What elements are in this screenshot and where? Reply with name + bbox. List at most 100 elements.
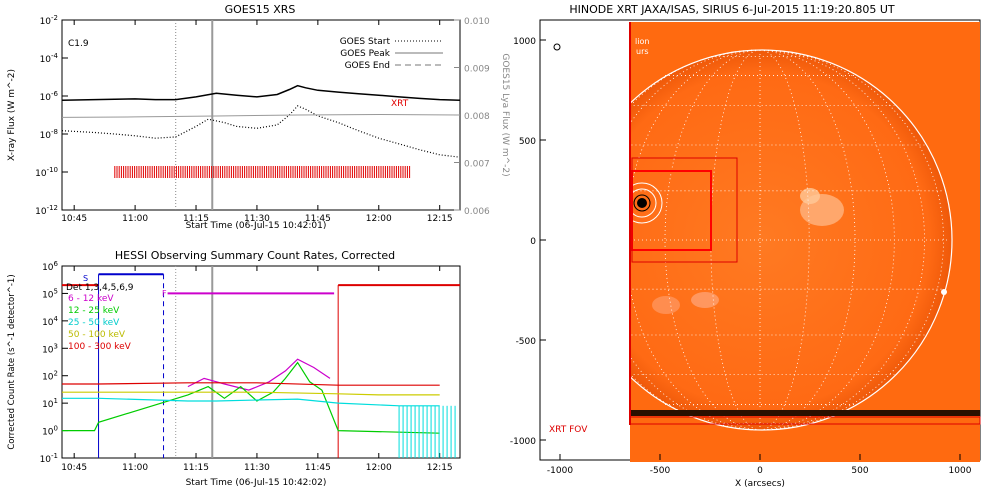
xrt-image-bottom-edge — [630, 410, 980, 416]
grid-lon-19 — [759, 49, 895, 431]
hessi-x-ticks: 10:45 11:00 11:15 11:30 11:45 12:00 12:15 — [61, 266, 453, 473]
hessi-ylabel: Corrected Count Rate (s^-1 detector^-1) — [7, 274, 17, 449]
hessi-series-0 — [187, 358, 331, 391]
goes-xtick-label-2: 11:15 — [183, 214, 209, 224]
hessi-series-4 — [62, 382, 440, 386]
goes-series-long — [61, 84, 461, 101]
goes-xtick-label-0: 10:45 — [61, 214, 87, 224]
goes-ytick-label-2: 10-8 — [40, 128, 58, 141]
legend-goes-end: GOES End — [345, 61, 390, 71]
plage-region-west — [652, 296, 680, 314]
xrt-ytick-label-0: -1000 — [510, 437, 536, 447]
hessi-title: HESSI Observing Summary Count Rates, Cor… — [115, 249, 395, 262]
goes-ytick-label-3: 10-6 — [40, 90, 59, 103]
grid-lon-17 — [759, 49, 810, 431]
xrt-ytick-label-2: 0 — [530, 237, 536, 247]
active-region-core — [800, 188, 820, 204]
hessi-xtick-label-5: 12:00 — [366, 463, 392, 473]
goes-title: GOES15 XRS — [225, 3, 296, 16]
xrt-ytick-label-3: 500 — [519, 137, 536, 147]
goes-y2tick-label-2: 0.008 — [464, 112, 490, 122]
hessi-fov-box-outer — [631, 157, 738, 263]
hessi-legend: Det 1,3,4,5,6,9 6 - 12 keV 12 - 25 keV 2… — [66, 283, 134, 352]
goes-ytick-label-0: 10-12 — [35, 204, 58, 217]
hessi-series-3 — [62, 391, 440, 396]
hessi-plot-area — [62, 266, 460, 458]
legend-goes-peak: GOES Peak — [340, 49, 390, 59]
goes-y2tick-label-4: 0.010 — [464, 17, 490, 27]
xrt-fov-bottom-edge — [629, 416, 981, 425]
goes-xlabel: Start Time (06-Jul-15 10:42:01) — [186, 221, 327, 231]
xrt-xtick-label-3: 500 — [851, 466, 868, 476]
legend-50-100: 50 - 100 keV — [68, 330, 126, 340]
hessi-xtick-label-0: 10:45 — [61, 463, 87, 473]
hessi-y-ticks: 10-1 100 101 102 103 104 105 106 — [40, 260, 68, 465]
goes-y-ticks: 10-12 10-10 10-8 10-6 10-4 10-2 — [35, 14, 68, 217]
goes-ytick-label-5: 10-2 — [40, 14, 58, 27]
hessi-ytick-label-0: 10-1 — [40, 452, 58, 465]
goes-ytick-label-1: 10-10 — [35, 166, 58, 179]
xrt-xtick-label-0: -1000 — [547, 466, 573, 476]
legend-goes-start: GOES Start — [340, 37, 391, 47]
goes-y2-ticks: 0.006 0.007 0.008 0.009 0.010 — [454, 17, 490, 217]
hessi-xlabel: Start Time (06-Jul-15 10:42:02) — [186, 478, 327, 488]
grid-lon-21 — [759, 49, 944, 431]
label-urs: urs — [636, 47, 649, 56]
hessi-ytick-label-2: 101 — [42, 397, 58, 410]
hessi-series-1 — [62, 361, 440, 434]
goes-class-label: C1.9 — [68, 39, 89, 49]
hessi-ytick-label-4: 103 — [42, 342, 58, 355]
legend-detectors: Det 1,3,4,5,6,9 — [66, 283, 134, 293]
xrt-fov-label: XRT FOV — [549, 425, 588, 435]
goes-legend: GOES Start GOES Peak GOES End — [340, 37, 443, 71]
plage-region — [691, 292, 719, 308]
xrt-image — [630, 22, 980, 462]
goes-y2tick-label-1: 0.007 — [464, 160, 490, 170]
goes-x-ticks: 10:45 11:00 11:15 11:30 11:45 12:00 12:15 — [61, 20, 453, 224]
legend-6-12: 6 - 12 keV — [68, 294, 114, 304]
flare-contour-3 — [630, 182, 663, 224]
xrt-ytick-label-4: 1000 — [513, 37, 536, 47]
goes-ylabel: X-ray Flux (W m^-2) — [7, 69, 17, 161]
xrt-ytick-label-1: -500 — [516, 337, 537, 347]
xrt-x-ticks: -1000 -500 0 500 1000 — [547, 454, 972, 476]
xrt-annotation: XRT — [391, 99, 409, 109]
hessi-frame — [61, 265, 461, 459]
goes-xtick-label-5: 12:00 — [366, 214, 392, 224]
goes-xtick-label-1: 11:00 — [122, 214, 148, 224]
legend-12-25: 12 - 25 keV — [68, 306, 120, 316]
flag-f: F — [162, 289, 167, 298]
xrt-panel: HINODE XRT JAXA/ISAS, SIRIUS 6-Jul-2015 … — [510, 3, 981, 489]
legend-100-300: 100 - 300 keV — [68, 342, 132, 352]
hessi-series-2 — [62, 397, 440, 407]
xrt-xtick-label-4: 1000 — [949, 466, 972, 476]
goes-ytick-label-4: 10-4 — [40, 52, 59, 65]
xrt-title: HINODE XRT JAXA/ISAS, SIRIUS 6-Jul-2015 … — [569, 3, 895, 16]
xrt-y-ticks: -1000 -500 0 500 1000 — [510, 37, 546, 447]
goes-y2tick-label-3: 0.009 — [464, 65, 490, 75]
grid-lon-20 — [759, 49, 925, 431]
goes-xtick-label-4: 11:45 — [305, 214, 331, 224]
goes-xtick-label-6: 12:15 — [427, 214, 453, 224]
label-lion: lion — [635, 37, 649, 46]
goes-plot-area — [61, 20, 461, 210]
hessi-xtick-label-6: 12:15 — [427, 463, 453, 473]
flare-contour-core — [637, 198, 647, 208]
grid-lon-12 — [630, 49, 761, 431]
xrt-xtick-label-1: -500 — [650, 466, 671, 476]
goes-xtick-label-3: 11:30 — [244, 214, 270, 224]
hessi-ytick-label-7: 106 — [42, 260, 58, 273]
hessi-panel: HESSI Observing Summary Count Rates, Cor… — [7, 249, 461, 488]
hessi-xtick-label-1: 11:00 — [122, 463, 148, 473]
goes-series-short — [61, 105, 461, 158]
hessi-ytick-label-3: 102 — [42, 370, 58, 383]
flare-contour-2 — [630, 188, 657, 218]
flare-contour-1 — [633, 194, 651, 212]
goes-y2tick-label-0: 0.006 — [464, 207, 490, 217]
hessi-xtick-label-4: 11:45 — [305, 463, 331, 473]
goes-y2label: GOES15 Lya Flux (W m^-2) — [500, 53, 510, 176]
marker-circle-icon — [553, 43, 561, 51]
goes-series-lya — [61, 113, 461, 118]
hessi-ytick-label-1: 100 — [42, 425, 58, 438]
